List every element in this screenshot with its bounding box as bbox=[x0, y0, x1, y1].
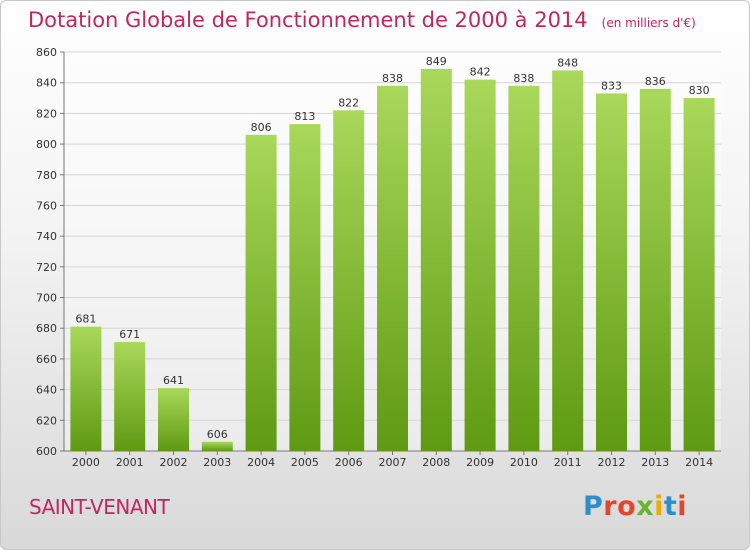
data-label: 838 bbox=[513, 72, 534, 85]
logo-letter: o bbox=[617, 491, 637, 522]
data-label: 830 bbox=[689, 84, 710, 97]
commune-name: SAINT-VENANT bbox=[29, 495, 170, 519]
y-tick-label: 780 bbox=[36, 169, 57, 182]
bar bbox=[245, 134, 277, 451]
logo-letter: P bbox=[583, 491, 604, 522]
y-tick-label: 820 bbox=[36, 107, 57, 120]
data-label: 849 bbox=[426, 55, 447, 68]
y-tick-label: 740 bbox=[36, 230, 57, 243]
x-tick-label: 2002 bbox=[160, 456, 188, 469]
bar bbox=[508, 85, 540, 451]
x-tick-label: 2014 bbox=[685, 456, 713, 469]
y-tick-label: 760 bbox=[36, 199, 57, 212]
chart-title-line: Dotation Globale de Fonctionnement de 20… bbox=[28, 8, 696, 32]
bar bbox=[158, 388, 189, 451]
data-label: 842 bbox=[470, 66, 491, 79]
data-label: 671 bbox=[119, 328, 140, 341]
bar bbox=[289, 124, 321, 451]
logo-letter: r bbox=[603, 491, 618, 522]
x-tick-label: 2006 bbox=[335, 456, 363, 469]
bar bbox=[683, 98, 715, 452]
y-tick-label: 720 bbox=[36, 261, 57, 274]
bar bbox=[420, 68, 452, 451]
y-tick-label: 660 bbox=[36, 353, 57, 366]
data-label: 822 bbox=[338, 96, 359, 109]
y-tick-label: 680 bbox=[36, 322, 57, 335]
x-tick-label: 2007 bbox=[379, 456, 407, 469]
logo-letter: t bbox=[663, 491, 678, 522]
data-label: 833 bbox=[601, 79, 622, 92]
y-tick-label: 640 bbox=[36, 384, 57, 397]
bar bbox=[70, 326, 102, 451]
bar bbox=[552, 70, 584, 452]
data-label: 641 bbox=[163, 374, 184, 387]
bar bbox=[639, 88, 671, 451]
bar bbox=[201, 441, 233, 451]
bar bbox=[114, 342, 146, 451]
x-tick-label: 2001 bbox=[116, 456, 144, 469]
x-tick-label: 2011 bbox=[554, 456, 582, 469]
y-tick-label: 620 bbox=[36, 414, 57, 427]
x-tick-label: 2010 bbox=[510, 456, 538, 469]
x-tick-label: 2013 bbox=[641, 456, 669, 469]
x-tick-label: 2000 bbox=[72, 456, 100, 469]
x-tick-label: 2009 bbox=[466, 456, 494, 469]
y-tick-label: 700 bbox=[36, 292, 57, 305]
chart-unit: (en milliers d'€) bbox=[601, 16, 696, 30]
proxiti-logo: Proxiti bbox=[583, 491, 687, 522]
data-label: 813 bbox=[294, 110, 315, 123]
x-tick-label: 2004 bbox=[247, 456, 275, 469]
data-label: 606 bbox=[207, 428, 228, 441]
x-tick-label: 2003 bbox=[203, 456, 231, 469]
data-label: 848 bbox=[557, 56, 578, 69]
data-label: 806 bbox=[251, 121, 272, 134]
bar bbox=[377, 85, 408, 451]
y-tick-label: 860 bbox=[36, 46, 57, 59]
chart-title: Dotation Globale de Fonctionnement de 20… bbox=[28, 8, 588, 32]
logo-letter: i bbox=[654, 491, 664, 522]
data-label: 836 bbox=[645, 75, 666, 88]
y-tick-label: 600 bbox=[36, 445, 57, 458]
logo-letter: i bbox=[677, 491, 688, 522]
x-tick-label: 2008 bbox=[422, 456, 450, 469]
bar bbox=[596, 93, 627, 451]
data-label: 681 bbox=[75, 313, 96, 326]
logo-letter: x bbox=[636, 491, 655, 522]
y-tick-label: 840 bbox=[36, 77, 57, 90]
x-tick-label: 2012 bbox=[598, 456, 626, 469]
bar bbox=[464, 79, 496, 451]
data-label: 838 bbox=[382, 72, 403, 85]
bar bbox=[333, 110, 365, 452]
x-tick-label: 2005 bbox=[291, 456, 319, 469]
y-tick-label: 800 bbox=[36, 138, 57, 151]
